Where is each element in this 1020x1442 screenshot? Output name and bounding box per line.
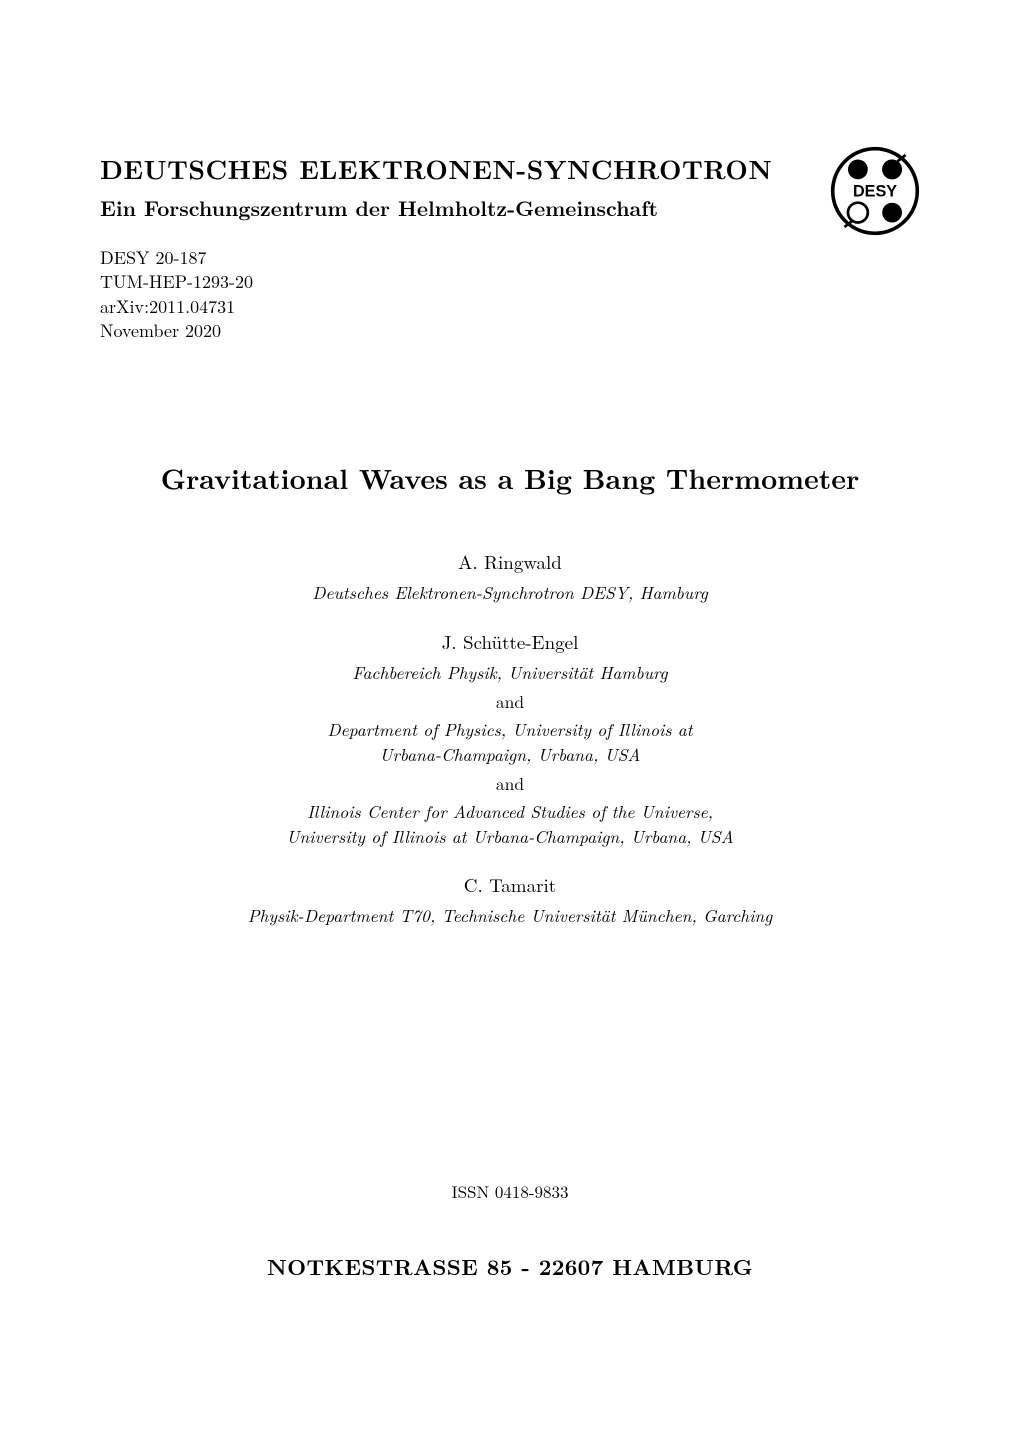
author-affiliation: Physik-Department T70, Technische Univer… <box>100 904 920 929</box>
institution-address: NOTKESTRASSE 85 - 22607 HAMBURG <box>100 1251 920 1282</box>
report-id-desy: DESY 20-187 <box>100 246 920 270</box>
authors-block: A. Ringwald Deutsches Elektronen-Synchro… <box>100 548 920 929</box>
report-id-tum: TUM-HEP-1293-20 <box>100 270 920 294</box>
institution-subtitle: Ein Forschungszentrum der Helmholtz-Geme… <box>100 193 818 223</box>
report-id-arxiv: arXiv:2011.04731 <box>100 295 920 319</box>
desy-logo-label: DESY <box>853 182 897 200</box>
header-row: DEUTSCHES ELEKTRONEN-SYNCHROTRON Ein For… <box>100 150 920 236</box>
affiliation-separator: and <box>100 771 920 796</box>
report-identifiers: DESY 20-187 TUM-HEP-1293-20 arXiv:2011.0… <box>100 246 920 343</box>
author-affiliation: Illinois Center for Advanced Studies of … <box>100 800 920 849</box>
affiliation-separator: and <box>100 689 920 714</box>
report-id-date: November 2020 <box>100 319 920 343</box>
paper-title: Gravitational Waves as a Big Bang Thermo… <box>100 458 920 498</box>
desy-logo-icon: DESY <box>830 146 920 236</box>
author-name: J. Schütte-Engel <box>100 628 920 655</box>
institution-name: DEUTSCHES ELEKTRONEN-SYNCHROTRON <box>100 150 818 187</box>
author-affiliation: Department of Physics, University of Ill… <box>100 718 920 767</box>
author-name: C. Tamarit <box>100 871 920 898</box>
issn-label: ISSN 0418-9833 <box>100 1179 920 1203</box>
author-affiliation: Deutsches Elektronen-Synchrotron DESY, H… <box>100 581 920 606</box>
page: DEUTSCHES ELEKTRONEN-SYNCHROTRON Ein For… <box>0 0 1020 1442</box>
author-name: A. Ringwald <box>100 548 920 575</box>
author-affiliation: Fachbereich Physik, Universität Hamburg <box>100 661 920 686</box>
header-text: DEUTSCHES ELEKTRONEN-SYNCHROTRON Ein For… <box>100 150 818 223</box>
